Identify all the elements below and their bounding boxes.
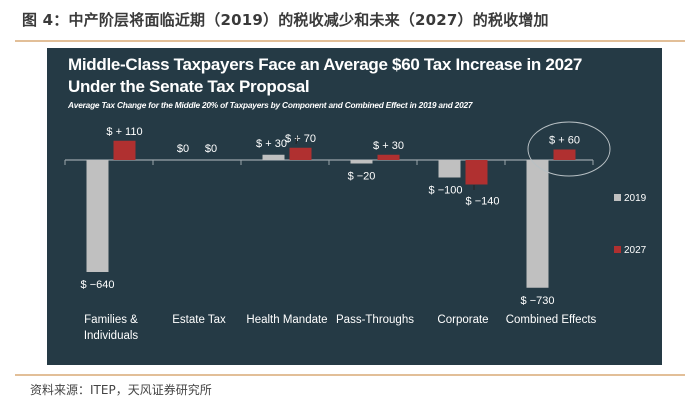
bar-2019 [86,160,109,272]
data-label-2019: $0 [177,143,189,155]
category-label: Families & [84,314,138,326]
bar-chart: $ −640 $ + 110 Families & Individuals $0 $0 Es… [64,121,647,342]
top-divider [15,40,685,42]
data-label-2027: $ + 110 [106,126,142,138]
category-label: Pass-Throughs [336,314,414,326]
bar-2027 [465,160,488,185]
legend-swatch-2019 [614,194,621,201]
category-label: Individuals [84,330,139,342]
data-label-2027: $ + 30 [373,140,404,152]
data-label-2019: $ −100 [429,185,463,197]
bar-2019 [262,154,285,160]
label-leader-line [295,136,298,145]
data-label-2019: $ −640 [81,279,115,291]
legend-label-2027: 2027 [624,245,647,256]
bar-2019 [438,160,461,178]
category-label: Health Mandate [246,314,327,326]
data-label-2027: $ −140 [466,196,500,208]
legend-swatch-2027 [614,246,621,253]
chart-title: Middle-Class Taxpayers Face an Average $… [68,55,583,96]
bar-2027 [553,149,576,160]
source-note: 资料来源：ITEP，天风证券研究所 [30,383,212,397]
chart-subtitle: Average Tax Change for the Middle 20% of… [68,100,473,110]
highlight-ellipse [527,121,611,177]
data-label-2027: $ + 60 [549,135,580,147]
bar-2019 [350,160,373,164]
data-label-2027: $ + 70 [285,133,316,145]
data-label-2019: $ + 30 [256,138,287,150]
data-label-2027: $0 [205,143,217,155]
bar-2027 [377,154,400,160]
bar-2027 [113,140,136,160]
bottom-divider [15,374,685,376]
category-label: Estate Tax [172,314,226,326]
category-label: Combined Effects [506,314,597,326]
chart-panel: Middle-Class Taxpayers Face an Average $… [47,48,662,365]
figure-title: 图 4：中产阶层将面临近期（2019）的税收减少和未来（2027）的税收增加 [22,11,549,29]
data-label-2019: $ −20 [348,171,376,183]
data-label-2019: $ −730 [521,295,555,307]
bar-2027 [289,147,312,160]
bar-2019 [526,160,549,288]
legend-label-2019: 2019 [624,193,647,204]
category-label: Corporate [437,314,488,326]
